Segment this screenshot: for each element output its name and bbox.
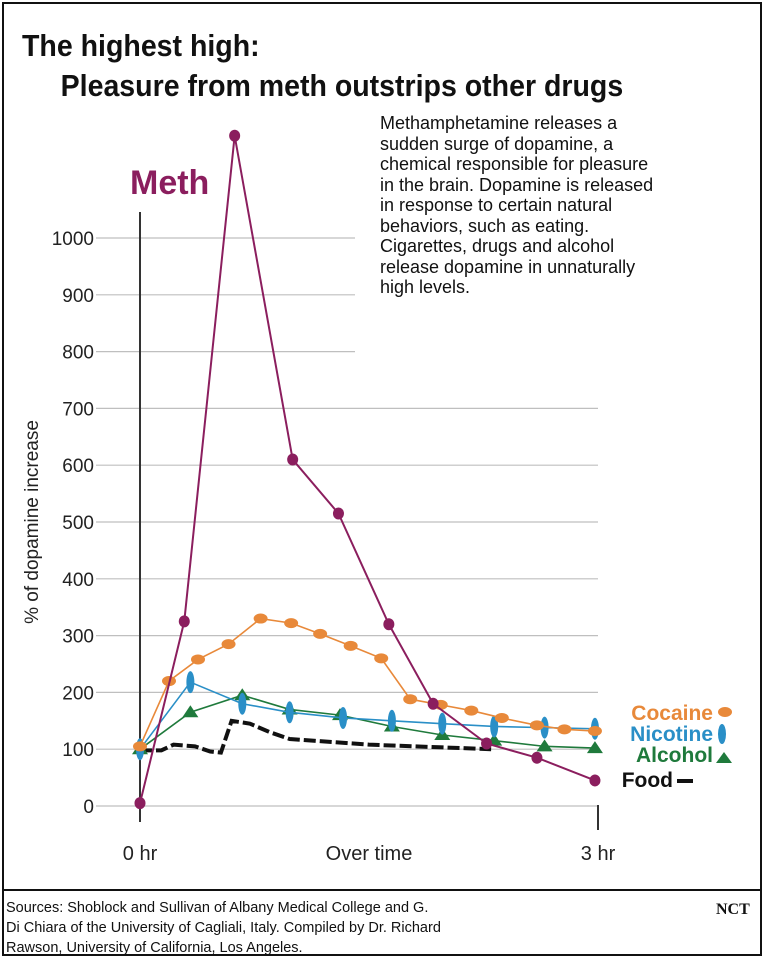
legend-label-cocaine: Cocaine: [631, 702, 713, 725]
data-point: [229, 129, 241, 142]
explanation-line: release dopamine in unnaturally: [380, 256, 636, 277]
legend-label-nicotine: Nicotine: [630, 723, 713, 746]
data-point: [587, 726, 602, 737]
data-point: [557, 724, 572, 735]
explanation-line: sudden surge of dopamine, a: [380, 133, 614, 154]
legend-marker: [677, 779, 693, 783]
data-point: [494, 712, 509, 723]
data-point: [374, 653, 389, 664]
series-line: [139, 135, 596, 804]
sources-line: Sources: Shoblock and Sullivan of Albany…: [6, 900, 429, 916]
series-nicotine: [136, 671, 599, 761]
data-point: [490, 715, 499, 738]
y-tick-label: 1000: [52, 229, 94, 250]
legend-marker: [718, 707, 732, 717]
data-point: [540, 716, 549, 739]
x-tick-label: 0 hr: [123, 843, 158, 865]
series-line: [139, 694, 595, 750]
data-point: [221, 639, 236, 650]
meth-annotation: Meth: [130, 164, 209, 202]
legend-label-alcohol: Alcohol: [636, 744, 713, 767]
data-point: [133, 741, 147, 752]
series-cocaine: [133, 613, 602, 752]
x-tick-label: Over time: [326, 843, 413, 865]
data-point: [586, 741, 603, 754]
data-point: [339, 706, 348, 729]
title-line-1: The highest high:: [22, 28, 260, 63]
data-point: [427, 697, 439, 710]
explanation-text: Methamphetamine releases a sudden surge …: [380, 113, 760, 298]
data-point: [531, 751, 543, 764]
explanation-line: chemical responsible for pleasure: [380, 154, 649, 174]
y-tick-label: 100: [62, 740, 94, 761]
y-tick-label: 700: [62, 399, 94, 420]
series-meth: [134, 129, 601, 810]
y-tick-labels: 0 100 200 300 400 500 600 700 800 900 1000: [52, 229, 94, 818]
sources-line: Di Chiara of the University of Cagliali,…: [6, 920, 441, 936]
y-tick-label: 300: [62, 627, 94, 648]
data-point: [182, 705, 199, 718]
legend-label-food: Food: [622, 769, 673, 792]
explanation-line: behaviors, such as eating.: [380, 215, 590, 236]
x-tick-label: 3 hr: [581, 843, 616, 865]
data-point: [589, 774, 601, 787]
sources-text: Sources: Shoblock and Sullivan of Albany…: [6, 898, 441, 958]
series-alcohol: [132, 688, 603, 755]
data-point: [481, 737, 493, 750]
data-point: [285, 701, 294, 724]
data-point: [134, 797, 146, 810]
data-point: [529, 720, 544, 731]
legend-marker: [718, 724, 726, 744]
sources-line: Rawson, University of California, Los An…: [6, 940, 303, 956]
series-line: [139, 617, 595, 747]
series-line: [139, 681, 595, 750]
data-point: [332, 507, 344, 520]
data-point: [287, 453, 299, 466]
y-tick-label: 200: [62, 683, 94, 704]
title-line-2: Pleasure from meth outstrips other drugs: [60, 68, 624, 103]
gridlines: [96, 237, 598, 807]
y-axis-label: % of dopamine increase: [22, 420, 43, 624]
legend-marker: [716, 752, 732, 763]
data-point: [238, 692, 247, 715]
data-point: [438, 712, 447, 735]
data-point: [536, 739, 553, 752]
data-point: [343, 640, 358, 651]
explanation-line: high levels.: [380, 277, 471, 297]
explanation-line: Methamphetamine releases a: [380, 113, 618, 133]
explanation-line: in response to certain natural: [380, 195, 613, 215]
data-point: [313, 628, 328, 639]
series-food: [140, 718, 492, 755]
data-point: [284, 618, 299, 629]
y-tick-label: 400: [62, 570, 94, 591]
footer-divider: [2, 889, 762, 891]
y-tick-label: 600: [62, 456, 94, 477]
explanation-line: Cigarettes, drugs and alcohol: [380, 236, 615, 256]
y-tick-label: 900: [62, 286, 94, 307]
explanation-line: in the brain. Dopamine is released: [380, 174, 654, 195]
y-tick-label: 0: [83, 797, 94, 818]
x-tick-labels: 0 hr Over time 3 hr: [123, 843, 616, 865]
credit-label: NCT: [716, 901, 750, 918]
data-point: [178, 615, 190, 628]
data-point: [191, 654, 206, 665]
y-tick-label: 800: [62, 343, 94, 364]
data-point: [387, 709, 396, 732]
chart-title: The highest high: Pleasure from meth out…: [22, 26, 623, 106]
data-point: [186, 671, 195, 694]
data-point: [464, 705, 479, 716]
data-point: [383, 618, 395, 631]
data-point: [403, 694, 418, 705]
data-point: [253, 613, 268, 624]
y-tick-label: 500: [62, 513, 94, 534]
series-line: [140, 718, 492, 755]
